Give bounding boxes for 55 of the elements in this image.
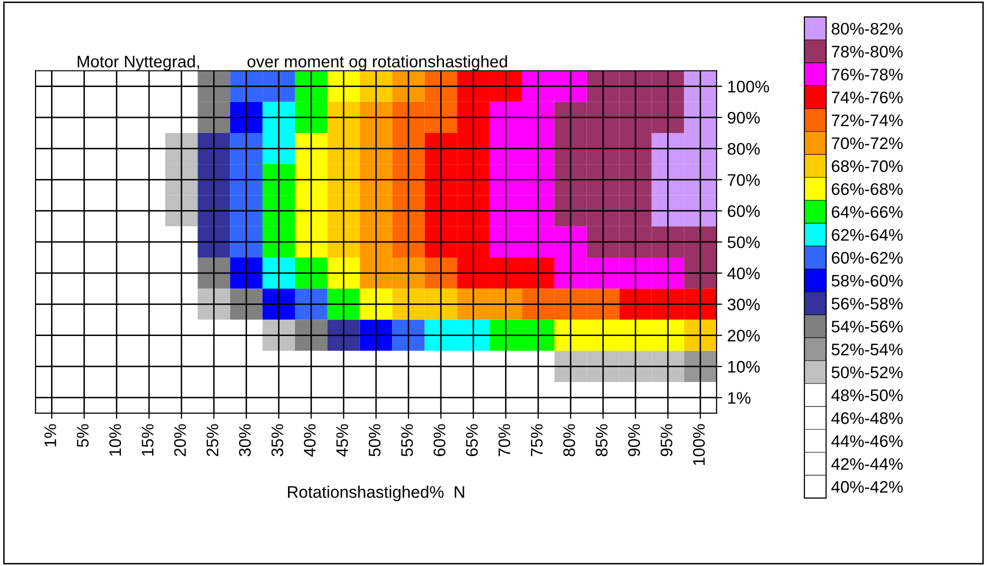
x-tick-label: 25% (206, 424, 218, 456)
x-tick-label: 60% (434, 424, 446, 456)
color-bar-label: 78%-80% (832, 46, 903, 58)
x-axis-title: Rotationshastighed% N (288, 486, 464, 502)
x-tick-label: 80% (563, 424, 576, 456)
color-bar-label: 50%-52% (832, 366, 903, 378)
x-tick-label: 15% (142, 424, 154, 456)
color-bar-label: 64%-66% (832, 206, 903, 218)
color-bar-label: 48%-50% (831, 389, 903, 402)
y-tick-label: 60% (728, 205, 760, 218)
y-tick-label: 20% (728, 330, 760, 342)
x-tick-label: 40% (304, 424, 316, 457)
color-bar-label: 60%-62% (832, 252, 903, 264)
color-bar-label: 72%-74% (832, 114, 903, 126)
color-bar-label: 44%-46% (831, 435, 903, 448)
color-bar-label: 66%-68% (832, 183, 903, 196)
x-tick-label: 35% (271, 424, 284, 456)
x-tick-label: 5% (76, 424, 89, 448)
x-tick-label: 70% (498, 424, 510, 456)
y-tick-label: 1% (728, 392, 750, 404)
color-bar-label: 52%-54% (832, 344, 903, 356)
x-tick-label: 85% (596, 424, 608, 456)
y-tick-label: 50% (728, 236, 760, 248)
color-bar-label: 56%-58% (832, 298, 903, 310)
color-bar-label: 74%-76% (832, 92, 903, 104)
y-tick-label: 100% (728, 80, 770, 93)
y-tick-label: 30% (728, 298, 760, 310)
color-bar-label: 54%-56% (832, 320, 903, 332)
color-bar-label: 62%-64% (832, 229, 903, 241)
y-tick-label: 80% (728, 142, 760, 155)
y-tick-label: 70% (728, 174, 760, 186)
x-tick-label: 95% (660, 424, 672, 456)
x-tick-label: 30% (239, 424, 251, 456)
x-tick-label: 90% (628, 424, 640, 456)
y-tick-label: 90% (728, 112, 760, 124)
y-tick-label: 40% (727, 267, 760, 280)
x-tick-label: 10% (109, 424, 122, 456)
x-tick-label: 1% (44, 424, 56, 446)
color-bar-label: 58%-60% (832, 274, 903, 287)
color-bar-label: 40%-42% (831, 481, 903, 493)
color-bar-label: 76%-78% (832, 68, 903, 80)
x-tick-label: 45% (336, 424, 348, 457)
color-bar-label: 80%-82% (832, 22, 903, 35)
x-tick-label: 65% (466, 424, 478, 456)
color-bar-label: 46%-48% (831, 412, 903, 424)
x-tick-label: 55% (401, 424, 413, 456)
color-bar-label: 68%-70% (832, 160, 903, 172)
color-bar-label: 42%-44% (831, 458, 903, 470)
chart-title: Motor Nyttegrad, over moment og rotationshastighed (78, 55, 508, 71)
x-tick-label: 20% (174, 424, 186, 456)
y-tick-label: 10% (728, 360, 760, 373)
x-tick-label: 50% (368, 424, 381, 456)
x-tick-label: 75% (530, 424, 543, 456)
x-tick-label: 100% (693, 424, 705, 465)
color-bar-label: 70%-72% (832, 137, 903, 150)
